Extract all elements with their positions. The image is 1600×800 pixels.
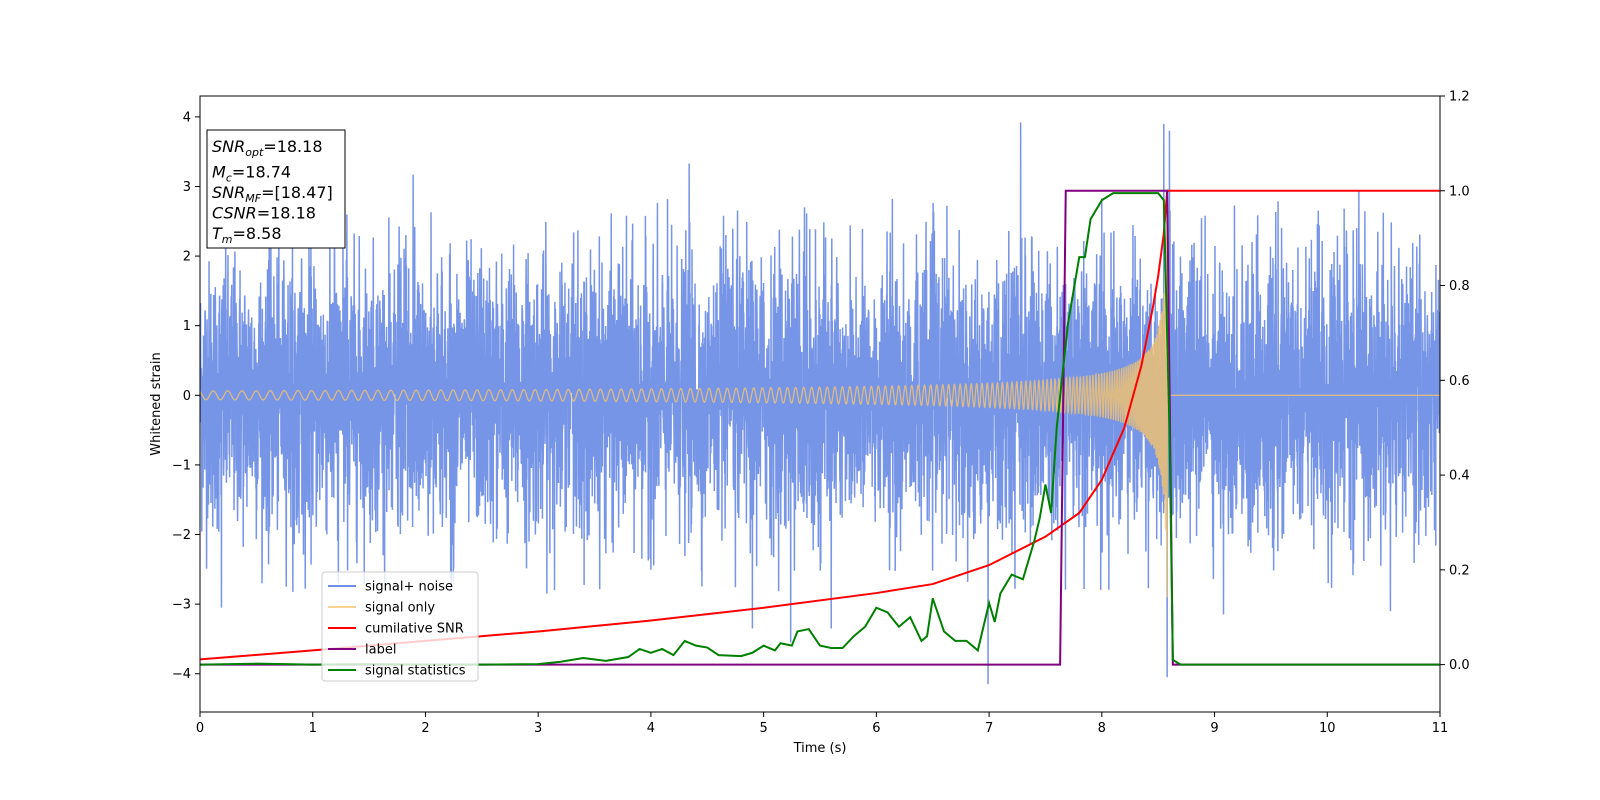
x-tick-label: 11 [1432,721,1449,736]
y2-tick-label: 1.2 [1449,90,1470,105]
y-tick-label: 3 [183,180,191,195]
x-tick-label: 3 [534,721,542,736]
x-tick-label: 5 [759,721,767,736]
x-tick-label: 7 [985,721,993,736]
annotation-line: Mc=18.74 [212,163,291,185]
legend: signal+ noise signal only cumilative SNR la… [321,571,479,682]
legend-label: signal only [365,601,435,616]
y-tick-label: 2 [183,250,191,265]
series-signal-statistics-line [200,192,1440,666]
y-axis-right: 0.0 0.2 0.4 0.6 0.8 1.0 1.2 [1440,90,1470,673]
annotation-symbol: M [212,163,226,182]
legend-label: label [365,643,396,658]
annotation-subscript: MF [245,192,261,205]
x-tick-label: 1 [309,721,317,736]
annotation-value: =18.18 [263,137,322,156]
annotation-value: =8.58 [233,224,282,243]
y-tick-label: −4 [172,667,191,682]
annotation-subscript: c [226,172,232,185]
plot-frame [199,95,1441,713]
y2-tick-label: 0.6 [1449,374,1470,389]
series-layer [200,122,1440,685]
x-axis-label: Time (s) [793,741,847,756]
y-tick-label: 4 [183,110,191,125]
legend-label: signal+ noise [365,580,453,595]
annotation-line: SNRopt=18.18 [212,137,323,159]
legend-label: cumilative SNR [365,622,464,637]
y2-tick-label: 0.2 [1449,563,1470,578]
x-tick-label: 10 [1319,721,1336,736]
series-cumulative-snr-line [200,189,1440,661]
y2-tick-label: 0.4 [1449,469,1470,484]
y2-tick-label: 0.0 [1449,658,1470,673]
series-signal-only-line [200,189,1440,598]
annotation-subscript: m [222,233,233,246]
annotation-symbol: SNR [212,183,245,202]
legend-frame [321,571,479,682]
annotation-line: SNRMF=[18.47] [212,183,333,205]
y-tick-label: −3 [172,598,191,613]
x-tick-label: 8 [1098,721,1106,736]
annotation-symbol: T [212,224,223,243]
annotation-symbol: CSNR [212,204,257,223]
y-tick-label: 0 [183,389,191,404]
annotation-line: Tm=8.58 [212,224,282,246]
legend-label: signal statistics [365,664,466,679]
annotation-value: =18.18 [257,204,316,223]
annotation-subscript: opt [245,146,264,159]
y-tick-label: −1 [172,458,191,473]
x-tick-label: 2 [421,721,429,736]
x-tick-label: 9 [1210,721,1218,736]
x-axis: 0 1 2 3 4 5 6 7 8 9 10 11 [196,712,1448,736]
x-tick-label: 4 [647,721,655,736]
y-axis-left: −4 −3 −2 −1 0 1 2 3 4 [172,110,200,682]
annotation-box: SNRopt=18.18Mc=18.74SNRMF=[18.47]CSNR=18… [206,129,346,249]
annotation-symbol: SNR [212,137,245,156]
x-tick-label: 0 [196,721,204,736]
annotation-frame [206,129,346,249]
annotation-line: CSNR=18.18 [212,204,316,223]
y2-tick-label: 0.8 [1449,279,1470,294]
x-tick-label: 6 [872,721,880,736]
y-tick-label: −2 [172,528,191,543]
y-tick-label: 1 [183,319,191,334]
y-axis-label: Whitened strain [149,352,164,455]
series-signal-noise-line [200,122,1440,685]
y2-tick-label: 1.0 [1449,184,1470,199]
annotation-value: =[18.47] [261,183,333,202]
annotation-value: =18.74 [232,163,291,182]
